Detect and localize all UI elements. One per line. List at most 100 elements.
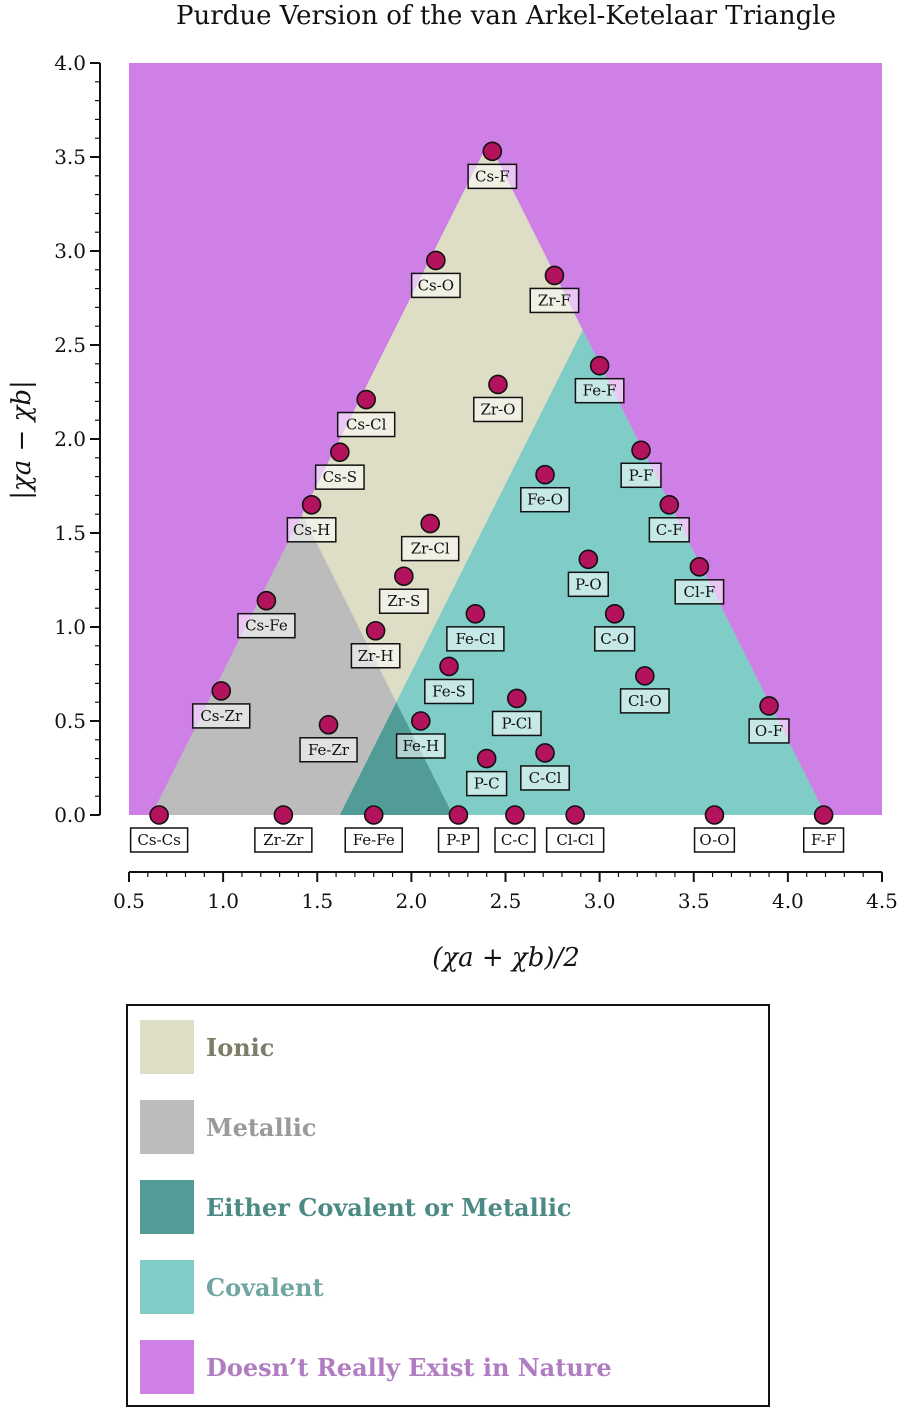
x-tick-label: 2.5 [490,889,522,913]
data-point-c-o: C-O [594,604,636,652]
legend-swatch [140,1340,194,1394]
point-label: Cs-Zr [200,707,243,725]
x-axis-label: (χa + χb)/2 [432,943,580,973]
data-point-o-f: O-F [748,696,790,744]
data-point-c-f: C-F [648,494,690,543]
point-label: Cl-Cl [556,831,594,849]
point-marker [420,513,441,534]
point-marker [363,805,384,825]
chart-title: Purdue Version of the van Arkel-Ketelaar… [176,1,836,31]
y-tick-label: 3.5 [54,145,86,169]
legend-label: Covalent [206,1272,324,1302]
x-tick-label: 4.5 [866,889,898,913]
point-label: P-O [575,575,602,593]
point-label-box [802,827,845,853]
x-tick-label: 3.5 [678,889,710,913]
point-label-box [344,827,403,853]
point-label: C-Cl [529,769,562,787]
point-label-box [574,377,625,404]
y-tick-label: 3.0 [54,239,86,263]
data-point-cl-cl: Cl-Cl [545,805,605,853]
data-point-fe-cl: Fe-Cl [446,604,505,652]
data-point-c-c: C-C [494,805,536,853]
point-marker [631,440,651,461]
point-label-box [336,411,396,438]
point-label-box [350,643,401,669]
x-tick-label: 4.0 [772,889,804,913]
data-point-zr-o: Zr-O [473,374,523,423]
point-label-box [473,396,523,423]
data-point-p-c: P-C [466,748,508,797]
point-label: Zr-Zr [263,831,304,849]
point-marker [330,442,350,462]
point-label: Fe-H [402,737,439,755]
legend-label: Either Covalent or Metallic [206,1192,572,1222]
point-marker [426,250,446,271]
point-label-box [437,827,480,853]
point-label: Cs-Cs [137,831,180,849]
data-point-c-cl: C-Cl [520,743,570,791]
x-tick-label: 0.5 [113,889,145,913]
data-point-cs-h: Cs-H [286,494,337,543]
point-marker [505,805,525,825]
point-label: Zr-S [387,592,420,610]
point-label: Fe-F [583,382,617,400]
point-label-box [424,678,474,705]
point-label-box [529,287,580,314]
point-marker [535,743,555,763]
legend-swatch [140,1020,194,1074]
point-label: Fe-Zr [308,741,350,759]
data-point-cs-fe: Cs-Fe [237,590,296,639]
legend-label: Ionic [206,1032,275,1062]
y-tick-label: 0.0 [54,803,86,827]
legend-label: Doesn’t Really Exist in Nature [206,1352,612,1382]
point-marker [356,389,376,410]
x-tick-label: 1.5 [301,889,333,913]
point-label-box [619,688,670,714]
y-tick-label: 4.0 [54,51,86,75]
data-point-f-f: F-F [802,805,845,853]
data-point-zr-f: Zr-F [529,265,580,314]
point-label: C-C [501,831,529,849]
point-label-box [378,588,429,614]
point-label: Fe-Cl [455,630,495,648]
x-tick-label: 3.0 [584,889,616,913]
point-marker [759,696,779,716]
point-marker [410,711,431,731]
point-label: C-F [656,521,683,539]
point-label-box [466,770,508,797]
point-label-box [237,612,296,639]
point-marker [578,549,599,570]
data-point-o-o: O-O [693,805,736,853]
point-marker [604,604,625,624]
data-point-zr-s: Zr-S [378,566,429,614]
y-axis: 0.0 0.5 1.0 1.5 2.0 2.5 3.0 3.5 4.0 [54,51,101,827]
legend-swatch [140,1180,194,1234]
point-marker [565,805,585,825]
x-tick-label: 2.0 [395,889,427,913]
legend-item-doesn-t-really-exist-in-nature: Doesn’t Really Exist in Nature [140,1340,612,1394]
point-marker [301,494,322,515]
point-marker [506,688,527,709]
legend-item-metallic: Metallic [140,1100,316,1154]
y-tick-label: 1.0 [54,615,86,639]
point-label: P-F [629,466,654,484]
y-tick-label: 0.5 [54,709,86,733]
legend-item-covalent: Covalent [140,1260,324,1314]
point-label: P-P [446,831,470,849]
point-label: P-Cl [501,714,532,732]
data-point-fe-h: Fe-H [395,711,446,759]
data-point-cs-cs: Cs-Cs [129,805,189,853]
point-marker [365,620,386,641]
point-label-box [748,718,790,744]
point-marker [318,714,339,735]
point-label: Zr-F [538,291,571,309]
point-marker [589,355,610,376]
point-marker [465,604,486,624]
point-label-box [446,626,505,652]
point-label-box [567,571,609,598]
point-marker [256,590,277,611]
point-label: Cs-S [323,468,358,486]
legend-swatch [140,1100,194,1154]
data-point-zr-zr: Zr-Zr [254,805,313,853]
